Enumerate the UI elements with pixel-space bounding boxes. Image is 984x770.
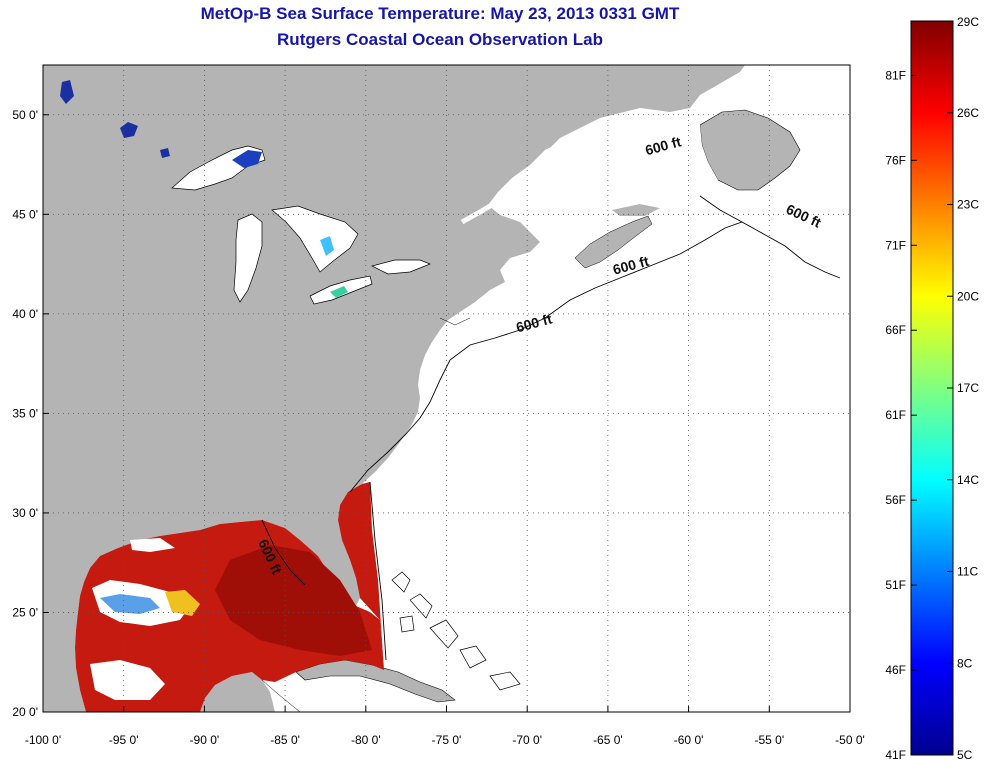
land-cuba: [295, 659, 456, 703]
lat-tick-label: 50 0': [12, 108, 38, 122]
gulf-yellow-patch: [165, 590, 200, 616]
colorbar-f-label: 81F: [885, 68, 906, 82]
lat-tick-label: 25 0': [12, 605, 38, 619]
land-yucatan: [200, 672, 275, 712]
bahamas-islands: [391, 571, 521, 691]
northern-lakes: [60, 80, 170, 158]
colorbar-f-label: 51F: [885, 578, 906, 592]
colorbar-celsius-labels: 29C 26C 23C 20C 17C 14C 11C 8C 5C: [947, 15, 979, 762]
lon-tick-label: -60 0': [674, 733, 704, 747]
lat-tick-label: 20 0': [12, 705, 38, 719]
latitude-axis: 20 0' 25 0' 30 0' 35 0' 40 0' 45 0' 50 0': [12, 108, 49, 719]
lake-superior-cold: [232, 150, 262, 168]
lon-tick-label: -55 0': [754, 733, 784, 747]
atlantic-sst-strip: [338, 482, 384, 670]
lat-tick-label: 30 0': [12, 506, 38, 520]
lake-huron-warm: [320, 236, 334, 256]
colorbar-c-label: 17C: [957, 381, 979, 395]
colorbar-c-label: 8C: [957, 656, 973, 670]
land-pei: [612, 204, 660, 216]
gulf-st-lawrence: [530, 108, 718, 208]
colorbar-f-label: 41F: [885, 748, 906, 762]
colorbar-f-label: 76F: [885, 153, 906, 167]
lake-michigan: [233, 213, 263, 303]
colorbar-c-label: 20C: [957, 289, 979, 303]
colorbar-c-label: 23C: [957, 198, 979, 212]
colorbar-f-label: 66F: [885, 323, 906, 337]
colorbar-c-label: 26C: [957, 106, 979, 120]
political-borders: [43, 65, 471, 712]
colorbar-f-label: 46F: [885, 663, 906, 677]
lat-tick-label: 45 0': [12, 207, 38, 221]
lat-tick-label: 35 0': [12, 406, 38, 420]
land-newfoundland: [699, 109, 801, 191]
lon-tick-label: -50 0': [835, 733, 865, 747]
colorbar-f-label: 61F: [885, 408, 906, 422]
longitude-axis: -100 0' -95 0' -90 0' -85 0' -80 0' -75 0' -70…: [25, 706, 865, 747]
lon-tick-label: -75 0': [432, 733, 462, 747]
colorbar-bar: [910, 20, 954, 756]
lon-tick-label: -70 0': [512, 733, 542, 747]
colorbar-f-label: 71F: [885, 238, 906, 252]
lon-tick-label: -85 0': [270, 733, 300, 747]
temperature-colorbar: 29C 26C 23C 20C 17C 14C 11C 8C 5C 81F 76F 71F 66F 61…: [885, 15, 979, 762]
lake-erie-warm: [330, 286, 348, 298]
land-north-america: [43, 65, 745, 712]
colorbar-c-label: 5C: [957, 748, 973, 762]
colorbar-fahrenheit-labels: 81F 76F 71F 66F 61F 56F 51F 46F 41F: [885, 68, 917, 762]
lake-huron: [271, 205, 359, 273]
st-lawrence-river: [460, 165, 547, 225]
lon-tick-label: -65 0': [593, 733, 623, 747]
lon-tick-label: -90 0': [190, 733, 220, 747]
gulf-cloud-north: [130, 538, 175, 552]
map-title: MetOp-B Sea Surface Temperature: May 23,…: [200, 4, 680, 23]
lon-tick-label: -95 0': [109, 733, 139, 747]
gulf-cold-patch: [100, 594, 160, 614]
land-nova-scotia: [574, 215, 653, 269]
isobath-600ft: [261, 195, 841, 661]
gulf-loop-current: [215, 545, 372, 656]
colorbar-c-label: 11C: [957, 565, 978, 579]
lake-ontario: [371, 259, 431, 275]
lon-tick-label: -80 0': [351, 733, 381, 747]
colorbar-c-label: 29C: [957, 15, 979, 29]
colorbar-f-label: 56F: [885, 493, 906, 507]
gulf-cloud-southwest: [90, 660, 165, 700]
colorbar-c-label: 14C: [957, 473, 979, 487]
lat-tick-label: 40 0': [12, 307, 38, 321]
map-subtitle: Rutgers Coastal Ocean Observation Lab: [277, 30, 603, 49]
lon-tick-label: -100 0': [25, 733, 61, 747]
